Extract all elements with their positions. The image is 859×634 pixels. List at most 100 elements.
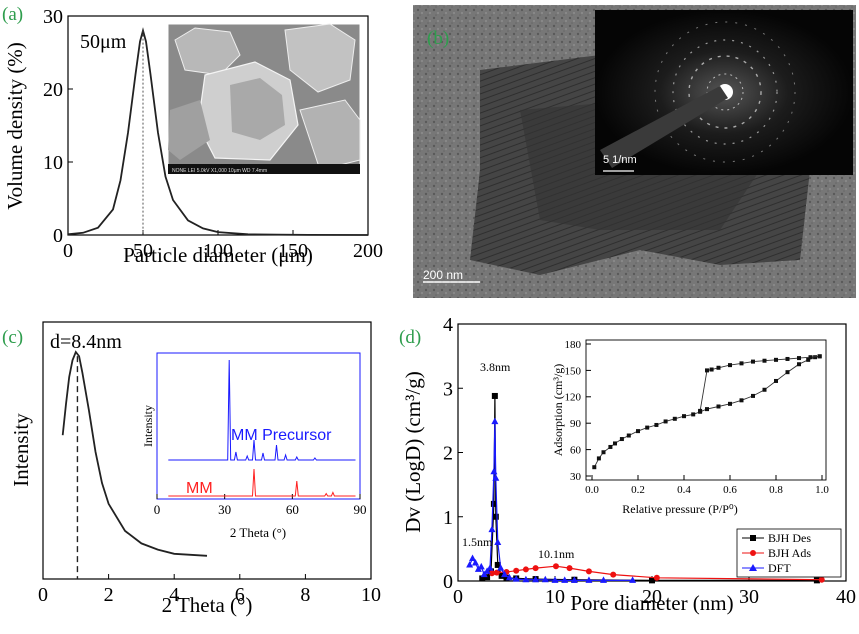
panel-c-inset-xtick-label: 90 (354, 502, 367, 517)
panel-d-inset-adsorption-point (596, 456, 601, 461)
panel-c-inset-xtick-label: 60 (286, 502, 299, 517)
panel-a-xtick-label: 100 (203, 240, 233, 262)
panel-c-xtick-label: 4 (169, 584, 179, 606)
panel-d-ytick-label: 0 (443, 571, 453, 593)
panel-d-inset-adsorption-point (592, 465, 597, 470)
panel-c: (c) d=8.4nm 0 2 4 6 8 10 2 Theta (°) Intensit… (2, 321, 381, 617)
panel-d-legend-bjh-ads: BJH Ads (768, 546, 811, 560)
panel-d-inset-ytick-label: 150 (565, 365, 582, 377)
panel-b-inset-scale-label: 5 1/nm (603, 154, 637, 166)
panel-d-point-dft (585, 576, 593, 583)
panel-d-ytick-label: 1 (443, 507, 453, 529)
panel-d-inset-xtick-label: 0.6 (723, 484, 737, 496)
panel-d-point-dft (491, 417, 499, 425)
panel-d-point-dft (497, 564, 505, 571)
panel-d-xlabel: Pore diameter (nm) (570, 591, 733, 615)
panel-c-xtick-label: 10 (361, 584, 381, 606)
panel-d-inset-adsorption-point (774, 378, 778, 383)
panel-d-inset-desorption-point (709, 367, 714, 372)
panel-d-point-dft (492, 474, 500, 481)
panel-a-distribution-line (67, 27, 369, 236)
panel-d-legend: BJH Des BJH Ads DFT (736, 528, 842, 578)
panel-d-point-dft (477, 562, 485, 570)
panel-d-annotation-10-1nm: 10.1nm (538, 547, 575, 561)
panel-d-inset-adsorption-point (672, 416, 677, 421)
panel-d-xtick-label: 10 (545, 586, 565, 608)
panel-d-inset-adsorption-point (762, 387, 767, 392)
panel-d-point-bjh-des (503, 574, 510, 581)
panel-d-point-dft (541, 575, 549, 583)
panel-c-inset-label-mm: MM (186, 480, 213, 497)
panel-d-inset-xtick-label: 0.0 (585, 484, 599, 496)
panel-c-xlabel: 2 Theta (°) (162, 593, 253, 617)
panel-d-inset-desorption-point (785, 356, 790, 361)
panel-c-saxs-line (61, 350, 208, 557)
panel-d-inset-ytick-label: 120 (565, 392, 582, 404)
svg-text:NONE LEI 5.0kV X1,000 10μ: NONE LEI 5.0kV X1,000 10μm WD 7.4mm (172, 168, 267, 174)
panel-d-point-dft (488, 525, 496, 533)
panel-a-sem-inset: NONE LEI 5.0kV X1,000 10μm WD 7.4mm (167, 23, 361, 175)
panel-a-xtick-label: 0 (63, 240, 73, 262)
panel-d-inset-adsorption-point (806, 357, 811, 362)
panel-a-xtick-label: 200 (353, 240, 383, 262)
panel-d-inset-adsorption-point (739, 398, 744, 403)
panel-d-point-bjh-ads (552, 563, 559, 570)
panel-a-xtick-label: 50 (133, 240, 153, 262)
panel-d-isotherm-inset: 0.0 0.2 0.4 0.6 0.8 1.0 30 60 90 120 150 180 Relati… (551, 339, 829, 516)
panel-d-inset-xtick-label: 1.0 (815, 484, 829, 496)
panel-c-inset-xtick-label: 30 (218, 502, 231, 517)
panel-d-xtick-label: 20 (642, 586, 662, 608)
panel-d-inset-xlabel: Relative pressure (P/P⁰) (622, 502, 737, 516)
panel-d-point-dft (600, 576, 607, 583)
panel-d-inset-desorption-point (808, 355, 813, 360)
panel-a-xlabel: Particle diameter (μm) (123, 243, 313, 267)
panel-d-inset-adsorption-point (751, 393, 755, 398)
panel-b-scale-label: 200 nm (423, 268, 463, 282)
panel-d-point-dft (501, 570, 509, 578)
panel-d-point-bjh-ads (610, 571, 617, 578)
panel-d-point-dft (490, 467, 498, 475)
panel-d-point-dft (561, 576, 569, 583)
panel-d-point-dft (532, 575, 540, 583)
panel-d-inset-adsorption-point (728, 401, 732, 406)
panel-d-point-bjh-ads (488, 570, 495, 577)
panel-d-point-bjh-ads (513, 567, 520, 574)
panel-d-inset-desorption-point (739, 361, 744, 366)
panel-d-inset-adsorption-point (654, 422, 659, 427)
panel-d-point-bjh-ads (585, 568, 592, 575)
panel-d-inset-adsorption-point (601, 450, 606, 455)
panel-d-inset-desorption-point (705, 368, 709, 373)
panel-d-inset-ytick-label: 180 (565, 339, 582, 351)
panel-a-ytick-label: 20 (43, 79, 63, 101)
panel-d-inset-ylabel: Adsorption (cm³/g) (551, 364, 565, 457)
panel-d-inset-ytick-label: 60 (570, 444, 582, 456)
panel-d-inset-adsorption-point (608, 444, 613, 449)
panel-d-inset-desorption-point (774, 357, 778, 362)
panel-a-label: (a) (2, 4, 23, 25)
panel-c-inset-series-mm (168, 468, 356, 497)
panel-d-ytick-label: 4 (443, 314, 453, 336)
panel-d-inset-desorption-point (762, 358, 767, 363)
panel-a-annotation: 50μm (80, 31, 127, 53)
panel-d-inset-adsorption-point (645, 425, 650, 430)
panel-c-inset-ylabel: Intensity (141, 405, 155, 447)
panel-d-point-dft (570, 576, 578, 583)
panel-b-label: (b) (427, 28, 449, 49)
panel-c-xrd-inset: 0 30 60 90 MM Precursor MM Intensity 2 Thet… (141, 352, 367, 540)
panel-d-point-bjh-des (813, 577, 820, 584)
panel-d-ytick-label: 2 (443, 443, 453, 465)
panel-d-annotation-3-8nm: 3.8nm (480, 360, 511, 374)
panel-d-inset-adsorption-point (691, 412, 696, 417)
panel-d-inset-desorption-point (716, 365, 721, 370)
panel-d-xtick-label: 0 (453, 586, 463, 608)
panel-d-inset-desorption-point (728, 363, 732, 368)
panel-d-inset-adsorption-point (682, 414, 686, 419)
panel-d-point-bjh-ads (818, 576, 825, 583)
panel-d-inset-ytick-label: 90 (570, 418, 582, 430)
panel-d-inset-xtick-label: 0.4 (677, 484, 691, 496)
panel-c-inset-xtick-label: 0 (154, 502, 161, 517)
panel-d-inset-adsorption-point (716, 404, 721, 409)
panel-a-xtick-label: 150 (278, 240, 308, 262)
panel-c-ylabel: Intensity (9, 413, 33, 487)
panel-c-xtick-label: 8 (300, 584, 310, 606)
